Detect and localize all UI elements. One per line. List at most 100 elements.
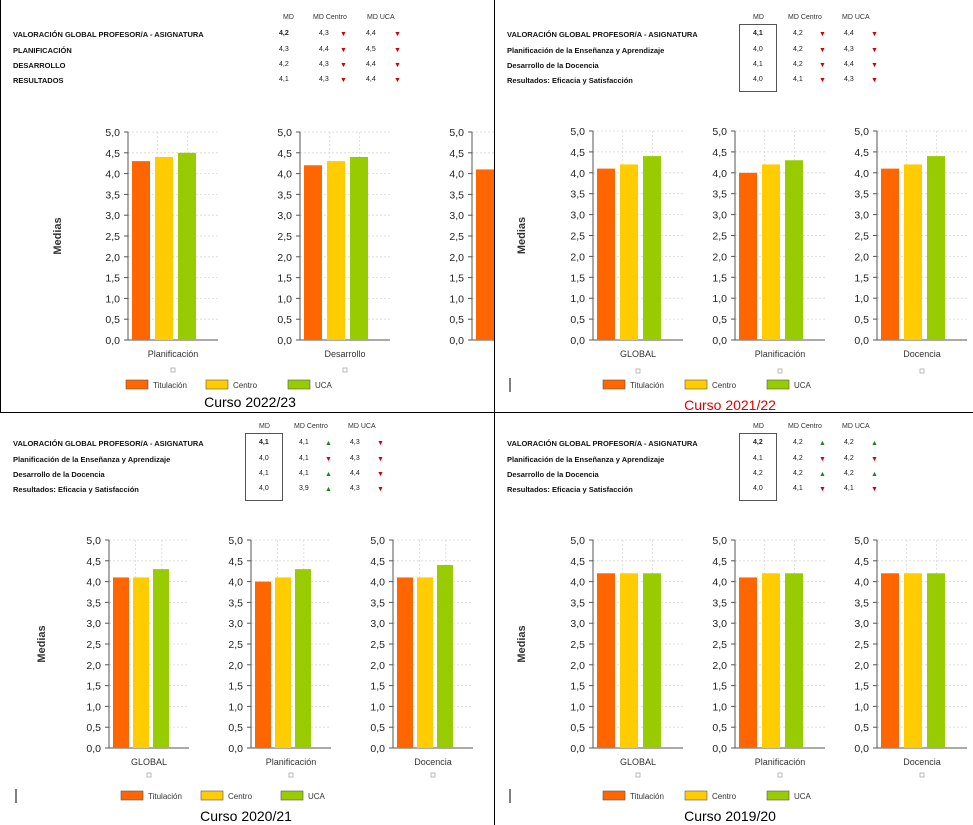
y-tick-label: 3,0 — [105, 210, 120, 222]
table-header-md-uca: MD UCA — [842, 423, 870, 430]
md-centro-value: 4,2 — [793, 30, 803, 37]
arrow-down-icon: ▼ — [340, 47, 347, 54]
y-tick-label: 0,5 — [712, 314, 727, 326]
y-tick-label: 3,0 — [570, 618, 585, 630]
collapse-icon — [635, 368, 641, 374]
collapse-icon — [777, 772, 783, 778]
arrow-down-icon: ▼ — [871, 456, 878, 463]
table-header-md-uca: MD UCA — [842, 14, 870, 21]
y-tick-label: 2,5 — [105, 231, 120, 243]
md-uca-value: 4,4 — [366, 76, 376, 83]
bar-uca-planificación — [785, 160, 803, 340]
table-row-label: VALORACIÓN GLOBAL PROFESOR/A - ASIGNATUR… — [507, 30, 698, 39]
y-tick-label: 4,0 — [228, 577, 243, 589]
bar-centro-planificación — [155, 156, 173, 340]
md-uca-value: 4,3 — [844, 76, 854, 83]
y-tick-label: 4,5 — [449, 148, 464, 160]
grid-divider-horizontal — [0, 412, 973, 413]
bar-uca-planificación — [178, 152, 196, 340]
md-centro-value: 4,1 — [793, 76, 803, 83]
y-tick-label: 0,0 — [854, 335, 869, 347]
y-axis-label: Medias — [516, 625, 528, 662]
collapse-icon — [146, 772, 152, 778]
bar-uca-desarrollo — [350, 156, 368, 340]
y-tick-label: 5,0 — [712, 126, 727, 138]
y-tick-label: 4,5 — [228, 556, 243, 568]
y-tick-label: 3,0 — [712, 618, 727, 630]
y-tick-label: 1,0 — [86, 701, 101, 713]
md-uca-value: 4,4 — [366, 61, 376, 68]
y-tick-label: 1,5 — [105, 273, 120, 285]
collapse-icon — [342, 367, 348, 373]
arrow-down-icon: ▼ — [819, 47, 826, 54]
table-row-label: Resultados: Eficacia y Satisfacción — [507, 76, 633, 85]
y-tick-label: 0,0 — [86, 743, 101, 755]
legend-swatch-titulación — [602, 790, 626, 801]
md-value: 4,0 — [753, 485, 763, 492]
y-tick-label: 3,5 — [370, 597, 385, 609]
y-tick-label: 3,0 — [86, 618, 101, 630]
md-uca-value: 4,2 — [844, 470, 854, 477]
arrow-down-icon: ▼ — [871, 31, 878, 38]
y-tick-label: 1,5 — [570, 681, 585, 693]
summary-table: MD MD Centro MD UCA VALORACIÓN GLOBAL PROFE… — [1, 0, 494, 120]
y-tick-label: 0,5 — [86, 722, 101, 734]
x-category-label: GLOBAL — [620, 757, 656, 767]
y-tick-label: 1,5 — [712, 272, 727, 284]
table-row-label: DESARROLLO — [13, 61, 66, 70]
y-tick-label: 1,5 — [854, 681, 869, 693]
table-header-md-uca: MD UCA — [367, 14, 395, 21]
x-category-label: GLOBAL — [131, 757, 167, 767]
legend-swatch-centro — [684, 379, 708, 390]
chart-svg: Medias 0,0 0,5 1,0 1,5 2,0 2,5 3,0 3,5 4,0 4,5 5,0 G… — [509, 126, 967, 392]
md-value: 4,1 — [753, 61, 763, 68]
table-row-label: PLANIFICACIÓN — [13, 46, 72, 55]
y-tick-label: 2,0 — [712, 251, 727, 263]
legend-label: Centro — [712, 792, 737, 801]
y-tick-label: 0,0 — [105, 335, 120, 347]
collapse-icon — [919, 368, 925, 374]
arrow-down-icon: ▼ — [394, 77, 401, 84]
y-axis-label: Medias — [516, 217, 528, 254]
md-centro-value: 4,1 — [299, 470, 309, 477]
y-tick-label: 2,5 — [854, 231, 869, 243]
panel-2022-23: MD MD Centro MD UCA VALORACIÓN GLOBAL PROFE… — [1, 0, 494, 412]
y-tick-label: 4,5 — [854, 147, 869, 159]
table-row-label: VALORACIÓN GLOBAL PROFESOR/A - ASIGNATUR… — [13, 30, 204, 39]
arrow-up-icon: ▲ — [871, 440, 878, 447]
bar-uca-planificación — [785, 573, 803, 748]
y-tick-label: 3,5 — [570, 597, 585, 609]
bar-uca-docencia — [927, 156, 945, 340]
arrow-down-icon: ▼ — [871, 77, 878, 84]
y-tick-label: 4,0 — [370, 577, 385, 589]
y-tick-label: 5,0 — [86, 535, 101, 547]
collapse-icon — [919, 772, 925, 778]
y-tick-label: 1,5 — [228, 681, 243, 693]
y-tick-label: 0,5 — [449, 314, 464, 326]
md-value: 4,1 — [753, 30, 763, 37]
collapse-icon — [430, 772, 436, 778]
y-tick-label: 0,0 — [712, 743, 727, 755]
md-uca-value: 4,3 — [350, 439, 360, 446]
table-header-md-centro: MD Centro — [788, 14, 822, 21]
arrow-down-icon: ▼ — [394, 62, 401, 69]
y-tick-label: 3,0 — [370, 618, 385, 630]
bar-centro-planificación — [275, 577, 291, 748]
y-tick-label: 2,0 — [228, 660, 243, 672]
bar-titulación-planificación — [739, 577, 757, 748]
md-centro-value: 4,2 — [793, 61, 803, 68]
table-row-label: Desarrollo de la Docencia — [507, 61, 599, 70]
table-header-md-centro: MD Centro — [294, 423, 328, 430]
table-row-label: Planificación de la Enseñanza y Aprendiz… — [507, 46, 665, 55]
table-header-md-uca: MD UCA — [348, 423, 376, 430]
y-tick-label: 1,0 — [712, 701, 727, 713]
bar-titulación-resultados — [476, 169, 494, 340]
bar-uca-docencia — [437, 564, 453, 748]
arrow-down-icon: ▼ — [871, 47, 878, 54]
bar-titulación-global — [113, 577, 129, 748]
md-uca-value: 4,4 — [844, 61, 854, 68]
arrow-down-icon: ▼ — [819, 62, 826, 69]
y-tick-label: 2,5 — [570, 231, 585, 243]
chart-svg: Medias 0,0 0,5 1,0 1,5 2,0 2,5 3,0 3,5 4,0 4,5 5,0 G… — [509, 535, 967, 803]
bar-uca-global — [153, 569, 169, 748]
